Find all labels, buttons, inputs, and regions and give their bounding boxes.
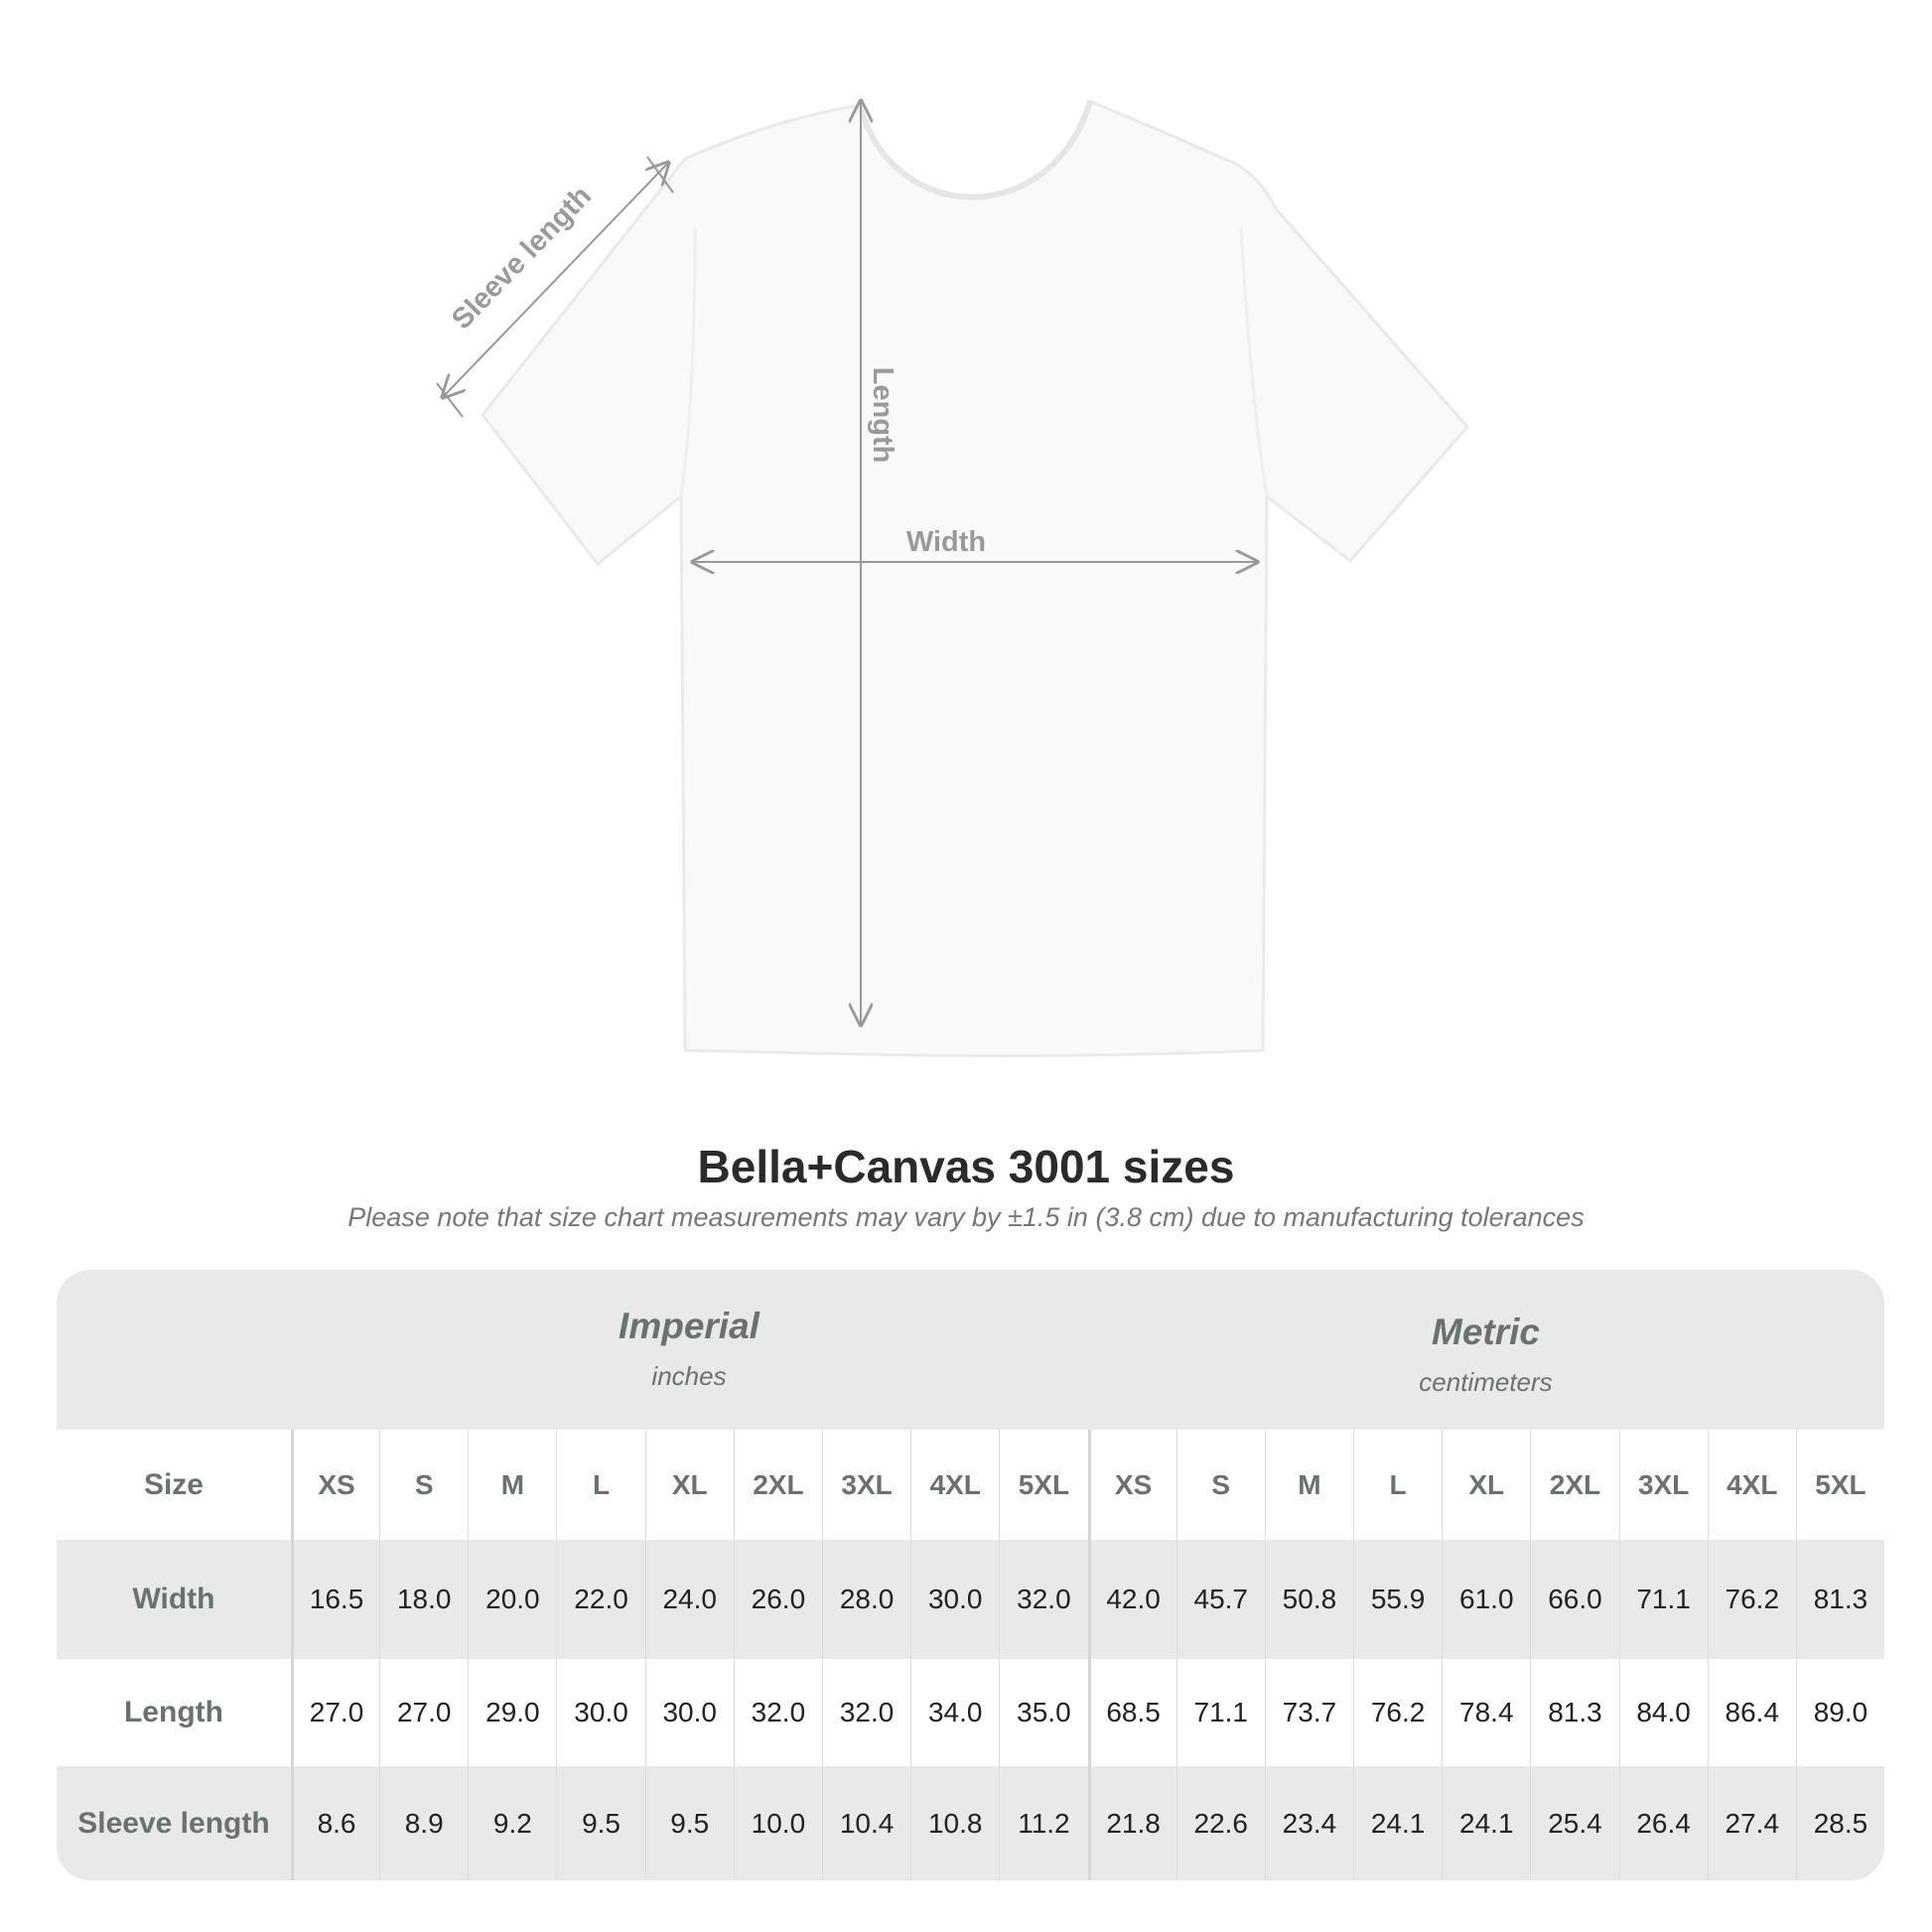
value-cell: 32.0 <box>821 1659 910 1766</box>
size-header-cell: 2XL <box>1530 1430 1618 1540</box>
value-cell: 25.4 <box>1530 1766 1618 1880</box>
row-label: Sleeve length <box>77 1806 270 1840</box>
metric-group: Metric centimeters <box>1087 1311 1884 1398</box>
value-cell: 76.2 <box>1707 1540 1796 1659</box>
size-header-cell: 3XL <box>821 1430 910 1540</box>
value-cell: 27.4 <box>1707 1766 1796 1880</box>
size-header-cell: 3XL <box>1618 1430 1708 1540</box>
table-row: Length 27.0 27.0 29.0 30.0 30.0 32.0 32.0 34.0 35… <box>57 1659 1884 1766</box>
imperial-group: Imperial inches <box>291 1306 1087 1392</box>
value-cell: 45.7 <box>1175 1540 1265 1659</box>
value-cell: 34.0 <box>910 1659 999 1766</box>
value-cell: 30.0 <box>910 1540 999 1659</box>
value-cell: 10.8 <box>910 1766 999 1880</box>
value-cell: 35.0 <box>999 1659 1087 1766</box>
size-header-row: Size XS S M L XL 2XL 3XL 4XL 5XL XS S M L XL 2XL 3XL 4XL 5… <box>57 1430 1884 1540</box>
value-cell: 86.4 <box>1707 1659 1796 1766</box>
tshirt-image <box>481 98 1469 1057</box>
size-header-cell: 5XL <box>1795 1430 1884 1540</box>
value-cell: 32.0 <box>733 1659 822 1766</box>
metric-unit: centimeters <box>1419 1367 1553 1397</box>
size-header-cell: M <box>1264 1430 1353 1540</box>
value-cell: 8.9 <box>379 1766 468 1880</box>
size-header-cell: XS <box>1087 1430 1176 1540</box>
value-cell: 24.1 <box>1442 1766 1530 1880</box>
value-cell: 10.4 <box>821 1766 910 1880</box>
table-row: Width 16.5 18.0 20.0 22.0 24.0 26.0 28.0 30.0 32.… <box>57 1540 1884 1659</box>
metric-title: Metric <box>1432 1311 1540 1352</box>
value-cell: 26.4 <box>1618 1766 1708 1880</box>
size-table: Imperial inches Metric centimeters Size X… <box>57 1270 1884 1880</box>
imperial-title: Imperial <box>619 1306 759 1346</box>
value-cell: 78.4 <box>1442 1659 1530 1766</box>
size-header-cell: 5XL <box>999 1430 1087 1540</box>
value-cell: 68.5 <box>1087 1659 1176 1766</box>
page-title: Bella+Canvas 3001 sizes <box>697 1141 1235 1192</box>
sleeve-arrow <box>443 163 668 397</box>
value-cell: 50.8 <box>1264 1540 1353 1659</box>
value-cell: 10.0 <box>733 1766 822 1880</box>
size-header-cell: XL <box>1442 1430 1530 1540</box>
size-header-cell: 2XL <box>733 1430 822 1540</box>
size-header-cell: XL <box>644 1430 734 1540</box>
size-header-cell: S <box>1175 1430 1265 1540</box>
width-label: Width <box>906 526 986 558</box>
value-cell: 24.0 <box>644 1540 734 1659</box>
size-header-cell: 4XL <box>1707 1430 1796 1540</box>
value-cell: 9.5 <box>644 1766 734 1880</box>
imperial-unit: inches <box>651 1361 727 1391</box>
value-cell: 73.7 <box>1264 1659 1353 1766</box>
size-header-cell: L <box>556 1430 644 1540</box>
value-cell: 29.0 <box>468 1659 556 1766</box>
value-cell: 16.5 <box>290 1540 379 1659</box>
size-header-cell: S <box>379 1430 468 1540</box>
length-label: Length <box>867 367 898 464</box>
value-cell: 55.9 <box>1353 1540 1442 1659</box>
row-label: Size <box>143 1467 204 1501</box>
value-cell: 23.4 <box>1264 1766 1353 1880</box>
value-cell: 30.0 <box>644 1659 734 1766</box>
value-cell: 66.0 <box>1530 1540 1618 1659</box>
row-label: Length <box>123 1696 223 1728</box>
tolerance-note: Please note that size chart measurements… <box>347 1202 1585 1232</box>
value-cell: 89.0 <box>1795 1659 1884 1766</box>
value-cell: 28.0 <box>821 1540 910 1659</box>
value-cell: 71.1 <box>1175 1659 1265 1766</box>
value-cell: 22.6 <box>1175 1766 1265 1880</box>
value-cell: 8.6 <box>290 1766 379 1880</box>
value-cell: 11.2 <box>999 1766 1087 1880</box>
table-header: Imperial inches Metric centimeters <box>57 1270 1884 1430</box>
value-cell: 22.0 <box>556 1540 644 1659</box>
value-cell: 24.1 <box>1353 1766 1442 1880</box>
size-header-cell: XS <box>290 1430 379 1540</box>
value-cell: 26.0 <box>733 1540 822 1659</box>
row-label: Width <box>132 1583 215 1615</box>
value-cell: 84.0 <box>1618 1659 1708 1766</box>
value-cell: 71.1 <box>1618 1540 1708 1659</box>
value-cell: 61.0 <box>1442 1540 1530 1659</box>
value-cell: 76.2 <box>1353 1659 1442 1766</box>
value-cell: 32.0 <box>999 1540 1087 1659</box>
size-header-cell: L <box>1353 1430 1442 1540</box>
value-cell: 9.2 <box>468 1766 556 1880</box>
value-cell: 18.0 <box>379 1540 468 1659</box>
value-cell: 81.3 <box>1530 1659 1618 1766</box>
table-row: Sleeve length 8.6 8.9 9.2 9.5 9.5 10.0 10.4 10.8… <box>57 1766 1884 1880</box>
value-cell: 20.0 <box>468 1540 556 1659</box>
value-cell: 81.3 <box>1795 1540 1884 1659</box>
size-header-cell: 4XL <box>910 1430 999 1540</box>
tshirt-diagram: Sleeve length Length Width <box>436 0 1469 1057</box>
value-cell: 42.0 <box>1087 1540 1176 1659</box>
value-cell: 9.5 <box>556 1766 644 1880</box>
value-cell: 21.8 <box>1087 1766 1176 1880</box>
value-cell: 27.0 <box>290 1659 379 1766</box>
value-cell: 27.0 <box>379 1659 468 1766</box>
value-cell: 30.0 <box>556 1659 644 1766</box>
size-header-cell: M <box>468 1430 556 1540</box>
value-cell: 28.5 <box>1795 1766 1884 1880</box>
